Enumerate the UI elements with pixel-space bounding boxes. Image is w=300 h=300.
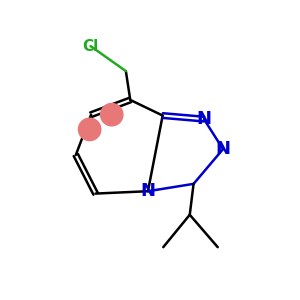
Text: N: N: [140, 182, 155, 200]
Circle shape: [79, 118, 101, 141]
Circle shape: [100, 103, 123, 126]
Text: N: N: [215, 140, 230, 158]
Text: N: N: [196, 110, 211, 128]
Text: Cl: Cl: [82, 39, 99, 54]
